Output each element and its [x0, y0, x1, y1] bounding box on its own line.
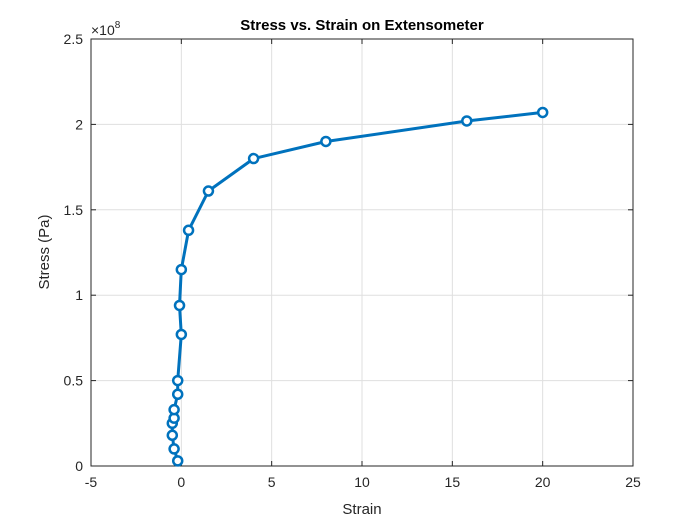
data-point [182, 224, 195, 237]
data-point [171, 455, 184, 467]
data-point [175, 328, 188, 341]
chart-title: Stress vs. Strain on Extensometer [240, 17, 484, 34]
data-point [536, 106, 549, 119]
y-axis-label: Stress (Pa) [36, 214, 53, 289]
x-tick-label: -5 [85, 474, 98, 490]
data-point [166, 429, 179, 442]
x-tick-label: 0 [177, 474, 185, 490]
data-point [461, 115, 473, 127]
data-point [168, 443, 180, 455]
series [166, 106, 549, 467]
data-point [320, 135, 332, 148]
y-axis-multiplier: ×108 [91, 20, 121, 38]
y-tick-label: 0.5 [64, 373, 84, 389]
data-point [175, 263, 188, 276]
y-multiplier-exponent: 8 [115, 20, 121, 31]
x-tick-label: 5 [268, 474, 276, 490]
x-tick-label: 20 [535, 474, 551, 490]
data-point [171, 388, 184, 401]
y-tick-label: 1.5 [64, 202, 84, 218]
y-tick-label: 2.5 [64, 31, 84, 47]
data-point [173, 299, 186, 312]
x-tick-label: 25 [625, 474, 641, 490]
y-multiplier-base: ×10 [91, 22, 115, 38]
x-tick-label: 15 [445, 474, 461, 490]
y-tick-label: 1 [75, 287, 83, 303]
data-point [202, 185, 215, 197]
x-axis-label: Strain [342, 501, 381, 518]
data-point [247, 152, 260, 165]
y-tick-label: 2 [75, 116, 83, 132]
y-tick-label: 0 [75, 458, 83, 474]
data-point [168, 403, 180, 416]
x-tick-label: 10 [354, 474, 370, 490]
data-point [171, 374, 184, 387]
